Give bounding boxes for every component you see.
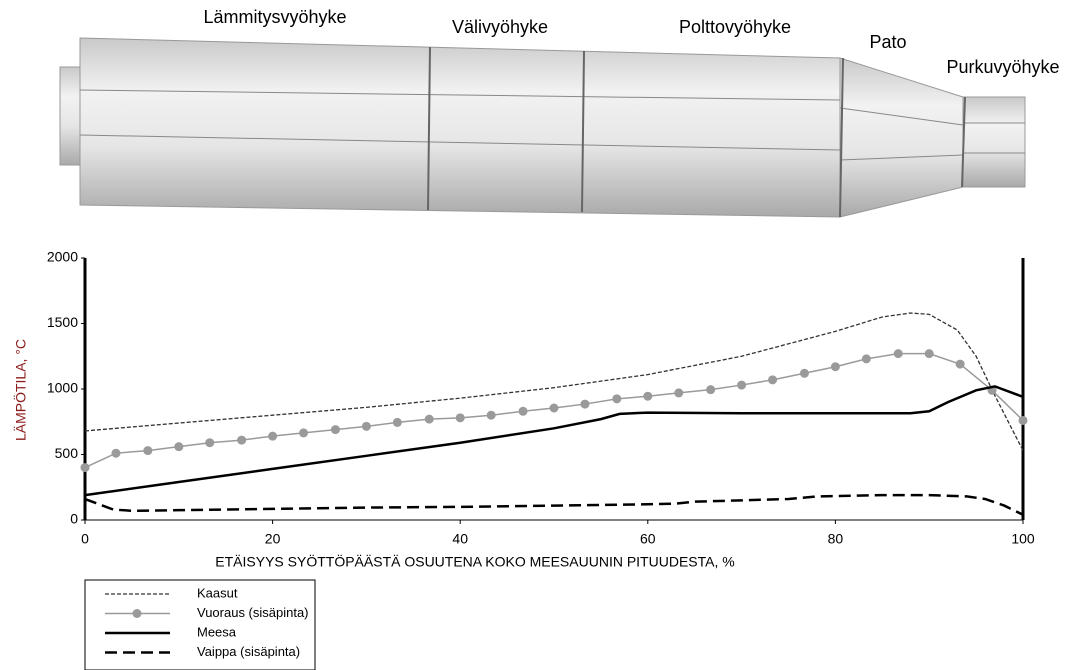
zone-label: Purkuvyöhyke [946,57,1059,77]
marker [393,418,402,427]
marker [925,349,934,358]
x-tick-label: 0 [81,531,89,547]
marker [831,362,840,371]
zone-label: Lämmitysvyöhyke [203,7,346,27]
page: Lämmitysvyöhyke Välivyöhyke Polttovyöhyke P… [0,0,1077,670]
y-tick-label: 1000 [47,380,78,396]
marker [643,392,652,401]
series-line [85,313,1023,451]
x-tick-label: 60 [640,531,656,547]
marker [268,432,277,441]
marker [331,425,340,434]
marker [737,381,746,390]
marker [519,407,528,416]
marker [706,385,715,394]
marker [111,449,120,458]
zone-label: Välivyöhyke [452,17,548,37]
y-tick-label: 0 [70,511,78,527]
marker [1019,416,1028,425]
marker [487,411,496,420]
marker [550,403,559,412]
x-axis-label: ETÄISYYS SYÖTTÖPÄÄSTÄ OSUUTENA KOKO MEES… [215,553,734,570]
marker [580,400,589,409]
y-tick-label: 2000 [47,249,78,265]
x-tick-label: 40 [452,531,468,547]
marker [174,442,183,451]
y-tick-label: 500 [55,445,79,461]
y-axis-label: LÄMPÖTILA, °C [12,339,29,441]
marker [674,388,683,397]
marker [299,428,308,437]
marker [362,422,371,431]
marker [768,375,777,384]
x-tick-label: 80 [828,531,844,547]
marker [612,394,621,403]
marker [894,349,903,358]
marker [205,438,214,447]
y-tick-label: 1500 [47,314,78,330]
marker [456,413,465,422]
marker [862,354,871,363]
marker [81,463,90,472]
kiln [60,38,1025,217]
marker [237,436,246,445]
zone-label: Pato [869,32,906,52]
legend-label: Vaippa (sisäpinta) [197,644,300,659]
legend-label: Kaasut [197,585,238,600]
marker [143,446,152,455]
marker [425,415,434,424]
legend-label: Meesa [197,624,237,639]
series-line [85,495,1023,515]
legend-label: Vuoraus (sisäpinta) [197,605,309,620]
marker [800,369,809,378]
legend-marker [133,609,142,618]
x-tick-label: 20 [265,531,281,547]
x-tick-label: 100 [1011,531,1035,547]
marker [956,360,965,369]
zone-label: Polttovyöhyke [679,17,791,37]
